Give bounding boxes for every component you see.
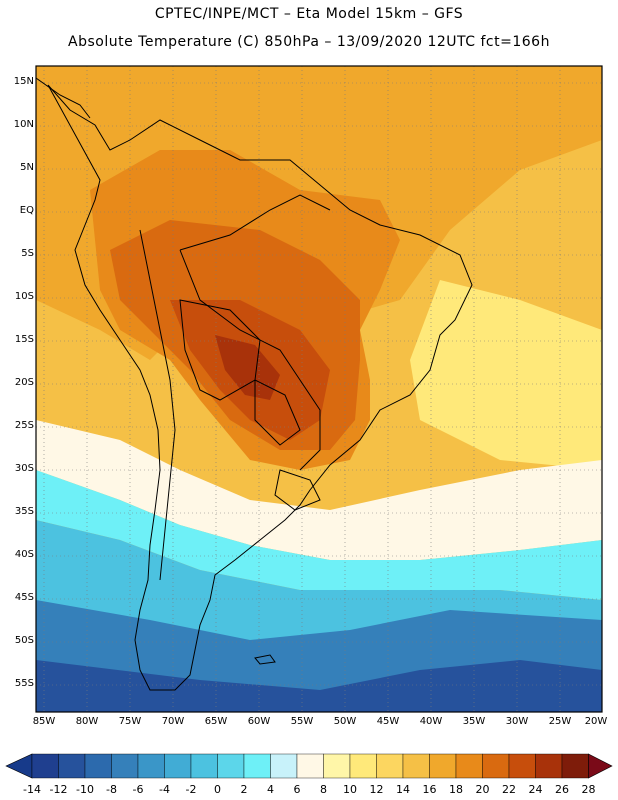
lon-label: 30W [505,716,529,727]
colorbar-label: 18 [449,783,463,796]
colorbar-swatch [323,753,351,779]
colorbar-swatch [296,753,324,779]
colorbar-swatch [137,753,165,779]
lon-label: 60W [247,716,271,727]
colorbar-swatch [402,753,430,779]
colorbar-label: 28 [581,783,596,796]
lat-label: 5S [21,248,34,259]
field-light-east [410,280,602,470]
colorbar-label: 4 [267,783,274,796]
colorbar-swatch [429,753,457,779]
lon-label: 40W [419,716,443,727]
lon-label: 45W [376,716,400,727]
paraguay-border [254,379,301,446]
field-core-max [215,335,280,400]
colorbar-label: 2 [240,783,248,796]
lat-label: 50S [14,635,34,646]
colorbar-swatch [561,753,589,779]
colorbar-label: 10 [343,783,357,796]
colorbar-label: 6 [293,783,301,796]
lat-label: 15N [13,76,34,87]
central-america [36,77,91,119]
colorbar [5,753,613,779]
temperature-field [36,66,602,712]
lon-label: 50W [333,716,357,727]
colorbar-label: 16 [422,783,437,796]
colorbar-swatch [270,753,298,779]
colorbar-swatch [190,753,218,779]
colorbar-label: -6 [132,783,144,796]
colorbar-swatch [84,753,112,779]
colorbar-label: 22 [502,783,516,796]
bolivia-border [179,299,261,401]
colorbar-label: -14 [23,783,41,796]
title-line-1: CPTEC/INPE/MCT – Eta Model 15km – GFS [154,6,464,22]
lat-label: EQ [19,205,34,216]
lat-label: 15S [14,334,34,345]
uruguay-border [274,469,321,511]
colorbar-swatch [58,753,86,779]
colorbar-label: -4 [159,783,170,796]
colorbar-swatch [376,753,404,779]
lat-label: 25S [14,420,34,431]
colorbar-swatch [31,753,59,779]
lat-label: 45S [14,592,34,603]
lat-label: 10N [13,119,34,130]
colorbar-label: 20 [475,783,490,796]
lon-label: 75W [118,716,142,727]
lon-label: 25W [548,716,572,727]
colorbar-swatch [508,753,536,779]
map-frame [35,65,603,713]
colorbar-swatch [482,753,510,779]
colorbar-label: 26 [555,783,569,796]
colorbar-swatch [217,753,245,779]
colorbar-label: 0 [214,783,221,796]
south-america-outline [36,77,473,691]
lon-label: 35W [462,716,486,727]
title-line-2: Absolute Temperature (C) 850hPa – 13/09/… [68,34,550,50]
colorbar-label: 8 [320,783,327,796]
lon-label: 55W [290,716,314,727]
lat-label: 30S [14,463,34,474]
continent-coastline [47,84,473,691]
lat-label: 40S [14,549,34,560]
colorbar-label: -8 [106,783,117,796]
colorbar-swatch [349,753,377,779]
falkland-islands [254,654,276,665]
colorbar-high-arrow [588,753,613,779]
field-south-deep [36,660,602,712]
field-mild-ocean [36,470,602,600]
colorbar-label: 12 [369,783,384,796]
colorbar-swatch [243,753,271,779]
lat-label: 20S [14,377,34,388]
andes-border [139,229,176,581]
lon-label: 85W [32,716,56,727]
colorbar-label: 24 [528,783,543,796]
colorbar-swatch [455,753,483,779]
lon-label: 65W [204,716,228,727]
colorbar-swatch [535,753,563,779]
colorbar-label: -10 [76,783,94,796]
colorbar-label: 14 [396,783,410,796]
lat-label: 55S [14,678,34,689]
lon-label: 70W [161,716,185,727]
lon-label: 80W [75,716,99,727]
colorbar-swatch [164,753,192,779]
lat-label: 10S [14,291,34,302]
lat-label: 35S [14,506,34,517]
colorbar-low-arrow [5,753,33,779]
colorbar-label: -12 [49,783,68,796]
lat-label: 5N [20,162,34,173]
colorbar-label: -2 [185,783,197,796]
field-transition-band [36,420,602,560]
colorbar-swatch [111,753,139,779]
lon-label: 20W [584,716,608,727]
